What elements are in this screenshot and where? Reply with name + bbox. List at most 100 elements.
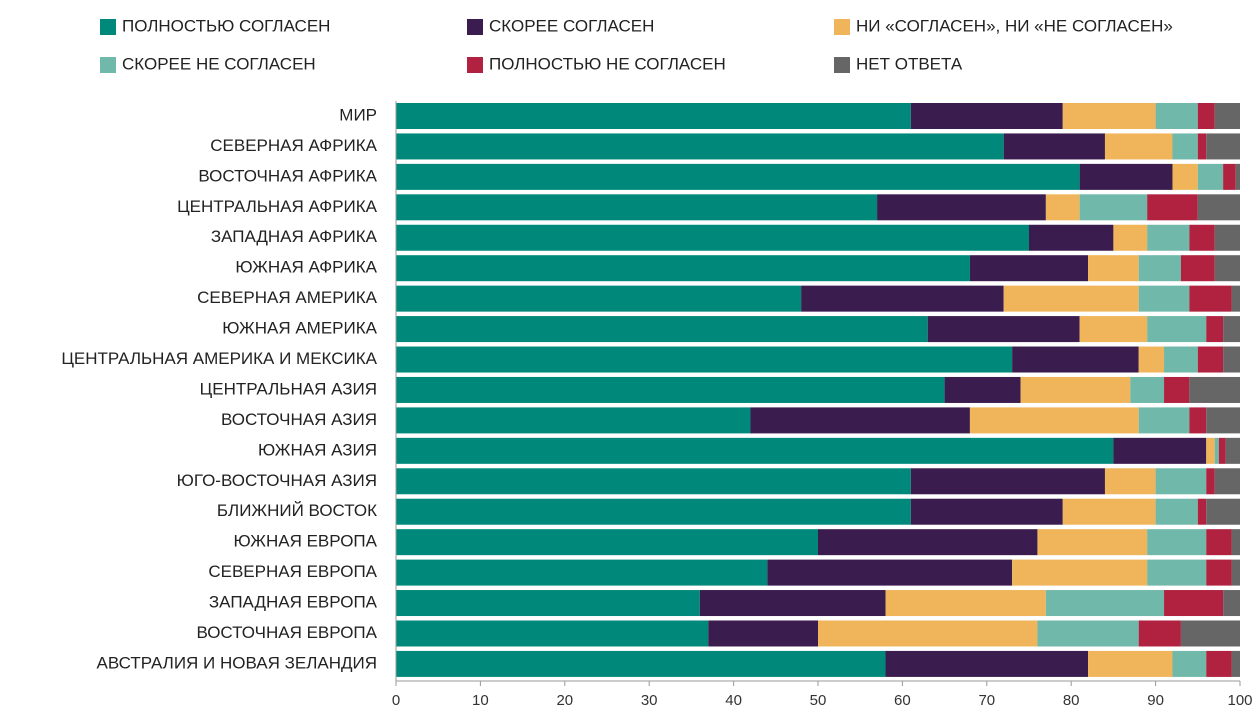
category-label: АВСТРАЛИЯ И НОВАЯ ЗЕЛАНДИЯ bbox=[97, 653, 377, 672]
legend-label: НЕТ ОТВЕТА bbox=[856, 54, 963, 73]
legend-label: СКОРЕЕ НЕ СОГЛАСЕН bbox=[122, 54, 316, 73]
category-label: ЗАПАДНАЯ АФРИКА bbox=[211, 227, 378, 246]
bar-segment bbox=[1214, 224, 1240, 251]
bar-segment bbox=[396, 285, 802, 312]
bar-segment bbox=[750, 407, 970, 434]
bar-segment bbox=[1155, 103, 1198, 129]
bar-segment bbox=[1172, 650, 1207, 677]
category-label: ЦЕНТРАЛЬНАЯ АМЕРИКА И МЕКСИКА bbox=[61, 349, 377, 368]
bar-segment bbox=[1172, 163, 1198, 190]
bar-segment bbox=[396, 650, 886, 677]
bar-segment bbox=[396, 194, 878, 221]
bar-segment bbox=[910, 498, 1063, 525]
category-label: ЮЖНАЯ ЕВРОПА bbox=[233, 532, 377, 551]
legend-swatch bbox=[100, 19, 116, 35]
legend-swatch bbox=[100, 57, 116, 73]
bar-segment bbox=[1206, 650, 1232, 677]
bar-segment bbox=[969, 407, 1139, 434]
bar-segment bbox=[1214, 468, 1240, 495]
x-tick-label: 60 bbox=[894, 692, 911, 709]
bar-segment bbox=[1164, 590, 1224, 617]
bar-segment bbox=[1218, 437, 1226, 464]
bar-segment bbox=[1138, 620, 1181, 647]
bar-segment bbox=[1130, 376, 1165, 403]
bar-segment bbox=[1206, 498, 1240, 525]
bar-segment bbox=[1003, 285, 1139, 312]
bar-segment bbox=[1104, 468, 1156, 495]
bar-segment bbox=[396, 407, 751, 434]
bar-segment bbox=[818, 620, 1038, 647]
bar-segment bbox=[699, 590, 886, 617]
bar-segment bbox=[944, 376, 1021, 403]
bar-segment bbox=[1231, 559, 1240, 586]
bar-segment bbox=[1147, 316, 1207, 343]
bar-segment bbox=[1214, 255, 1240, 282]
bar-segment bbox=[927, 316, 1080, 343]
bar-segment bbox=[1147, 224, 1190, 251]
bar-segment bbox=[1235, 163, 1240, 190]
bar-segment bbox=[1062, 103, 1156, 129]
bar-segment bbox=[1223, 590, 1240, 617]
bar-segment bbox=[396, 163, 1080, 190]
bar-segment bbox=[396, 133, 1004, 160]
category-label: ЦЕНТРАЛЬНАЯ АФРИКА bbox=[177, 197, 378, 216]
category-label: БЛИЖНИЙ ВОСТОК bbox=[217, 501, 377, 520]
bar-segment bbox=[1189, 407, 1207, 434]
category-label: ЮЖНАЯ АФРИКА bbox=[235, 258, 377, 277]
bar-segment bbox=[1223, 163, 1236, 190]
legend-swatch bbox=[467, 19, 483, 35]
bar-segment bbox=[1062, 498, 1156, 525]
category-label: СЕВЕРНАЯ ЕВРОПА bbox=[208, 562, 377, 581]
category-label: ЮЖНАЯ АЗИЯ bbox=[258, 440, 377, 459]
bar-segment bbox=[396, 316, 928, 343]
category-label: ВОСТОЧНАЯ АЗИЯ bbox=[221, 410, 377, 429]
bar-segment bbox=[1155, 498, 1198, 525]
bar-segment bbox=[1197, 346, 1224, 373]
bar-segment bbox=[396, 590, 700, 617]
bar-segment bbox=[1113, 224, 1148, 251]
bar-segment bbox=[969, 255, 1089, 282]
legend-label: СКОРЕЕ СОГЛАСЕН bbox=[489, 16, 654, 35]
bar-segment bbox=[1214, 437, 1219, 464]
bar-segment bbox=[1138, 346, 1165, 373]
category-label: ВОСТОЧНАЯ ЕВРОПА bbox=[196, 623, 377, 642]
bar-segment bbox=[1206, 133, 1240, 160]
x-tick-label: 10 bbox=[472, 692, 489, 709]
bar-segment bbox=[1147, 559, 1207, 586]
category-label: СЕВЕРНАЯ АМЕРИКА bbox=[197, 288, 378, 307]
x-tick-label: 30 bbox=[641, 692, 658, 709]
bar-segment bbox=[1189, 376, 1240, 403]
bar-segment bbox=[1206, 437, 1215, 464]
bar-segment bbox=[1197, 103, 1215, 129]
bar-segment bbox=[396, 255, 970, 282]
bar-segment bbox=[396, 224, 1029, 251]
bar-segment bbox=[1088, 650, 1173, 677]
bar-segment bbox=[1189, 224, 1215, 251]
category-label: ЗАПАДНАЯ ЕВРОПА bbox=[209, 593, 378, 612]
bar-segment bbox=[1189, 285, 1232, 312]
legend-label: НИ «СОГЛАСЕН», НИ «НЕ СОГЛАСЕН» bbox=[856, 16, 1173, 35]
bar-segment bbox=[877, 194, 1046, 221]
bar-segment bbox=[708, 620, 818, 647]
bar-segment bbox=[1206, 468, 1215, 495]
bar-segment bbox=[1012, 559, 1148, 586]
bar-segment bbox=[1088, 255, 1139, 282]
bar-segment bbox=[1045, 590, 1165, 617]
bar-segment bbox=[1180, 255, 1215, 282]
bar-segment bbox=[396, 529, 818, 556]
bar-segment bbox=[767, 559, 1013, 586]
bar-segment bbox=[801, 285, 1004, 312]
bar-segment bbox=[396, 103, 911, 129]
x-tick-label: 20 bbox=[556, 692, 573, 709]
bar-segment bbox=[1012, 346, 1139, 373]
category-label: ЦЕНТРАЛЬНАЯ АЗИЯ bbox=[200, 379, 377, 398]
x-tick-label: 100 bbox=[1227, 692, 1252, 709]
bar-segment bbox=[396, 346, 1013, 373]
legend-swatch bbox=[834, 19, 850, 35]
x-tick-label: 0 bbox=[392, 692, 400, 709]
bar-segment bbox=[1147, 529, 1207, 556]
bar-segment bbox=[1231, 529, 1240, 556]
bar-segment bbox=[396, 620, 709, 647]
bar-segment bbox=[1206, 559, 1232, 586]
